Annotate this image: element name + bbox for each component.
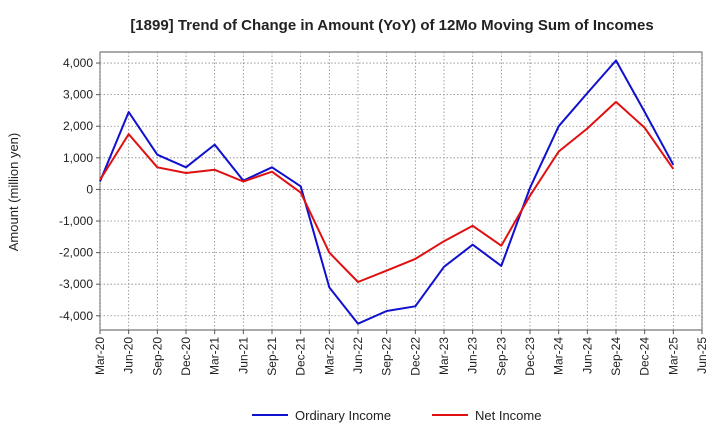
x-tick-label: Jun-23 bbox=[466, 337, 480, 374]
chart-title: [1899] Trend of Change in Amount (YoY) o… bbox=[130, 17, 653, 34]
y-tick-label: 1,000 bbox=[63, 151, 93, 165]
x-tick-label: Mar-21 bbox=[208, 337, 222, 375]
series-lines bbox=[99, 59, 675, 325]
x-tick-label: Mar-23 bbox=[437, 337, 451, 375]
x-tick-label: Sep-24 bbox=[609, 337, 623, 376]
x-tick-label: Jun-21 bbox=[236, 337, 250, 374]
y-tick-label: 4,000 bbox=[63, 56, 93, 70]
x-tick-label: Dec-21 bbox=[294, 337, 308, 376]
y-ticks: 4,000 3,000 2,000 1,000 0 -1,000 -2,000 -3,000 -… bbox=[59, 56, 100, 323]
legend-label: Ordinary Income bbox=[295, 408, 391, 423]
plot-area bbox=[99, 51, 703, 331]
y-tick-label: -2,000 bbox=[59, 246, 93, 260]
x-tick-label: Jun-22 bbox=[351, 337, 365, 374]
series-line-net-income bbox=[99, 100, 675, 283]
x-tick-label: Sep-20 bbox=[150, 337, 164, 376]
grid bbox=[99, 52, 703, 330]
series-line-ordinary-income bbox=[99, 59, 675, 325]
x-tick-label: Jun-25 bbox=[695, 337, 709, 374]
x-ticks: Mar-20 Jun-20 Sep-20 Dec-20 Mar-21 Jun-21 Sep-… bbox=[93, 330, 709, 376]
x-tick-label: Dec-24 bbox=[638, 337, 652, 376]
y-tick-label: 2,000 bbox=[63, 119, 93, 133]
y-tick-label: 0 bbox=[86, 182, 93, 196]
x-tick-label: Sep-21 bbox=[265, 337, 279, 376]
x-tick-label: Dec-22 bbox=[408, 337, 422, 376]
x-tick-label: Mar-22 bbox=[322, 337, 336, 375]
x-tick-label: Sep-22 bbox=[380, 337, 394, 376]
x-tick-label: Dec-23 bbox=[523, 337, 537, 376]
x-tick-label: Jun-24 bbox=[580, 337, 594, 374]
y-tick-label: -3,000 bbox=[59, 277, 93, 291]
x-tick-label: Sep-23 bbox=[494, 337, 508, 376]
y-tick-label: 3,000 bbox=[63, 88, 93, 102]
y-tick-label: -1,000 bbox=[59, 214, 93, 228]
legend-label: Net Income bbox=[475, 408, 541, 423]
x-tick-label: Mar-24 bbox=[552, 337, 566, 375]
x-tick-label: Mar-25 bbox=[666, 337, 680, 375]
y-axis-label: Amount (million yen) bbox=[6, 133, 21, 252]
x-tick-label: Dec-20 bbox=[179, 337, 193, 376]
x-tick-label: Jun-20 bbox=[122, 337, 136, 374]
legend: Ordinary Income Net Income bbox=[252, 408, 541, 423]
y-tick-label: -4,000 bbox=[59, 309, 93, 323]
x-tick-label: Mar-20 bbox=[93, 337, 107, 375]
